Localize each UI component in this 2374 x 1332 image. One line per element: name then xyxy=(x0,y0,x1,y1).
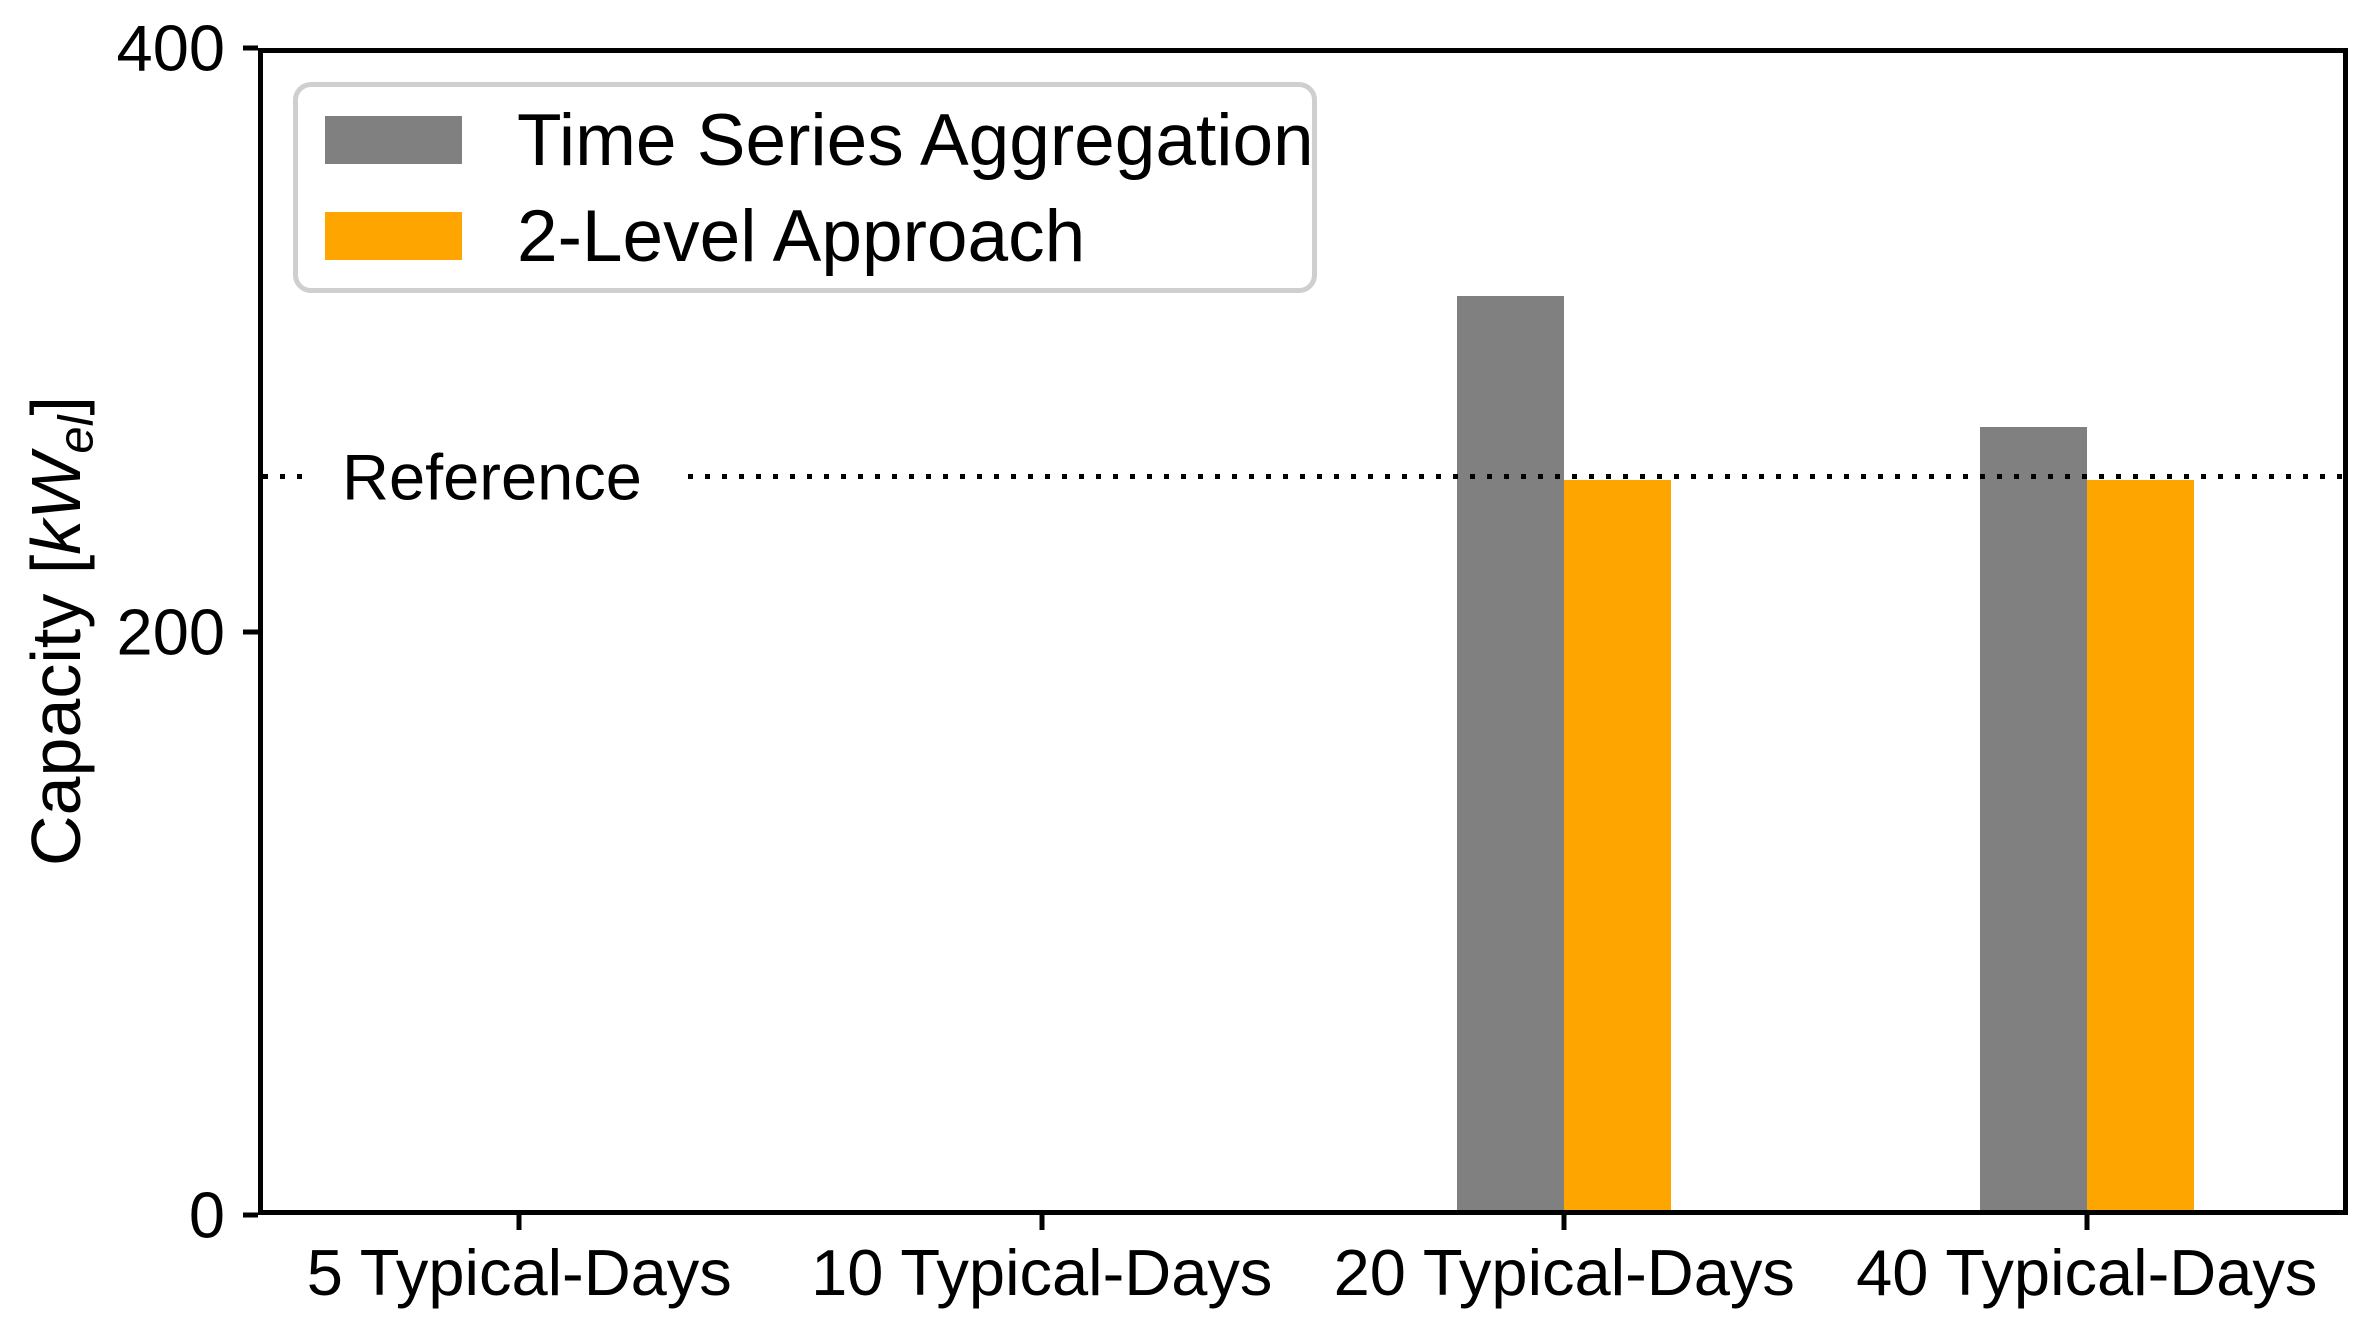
x-axis-spine-bottom xyxy=(258,1210,2348,1215)
x-tick-label-20-typical-days: 20 Typical-Days xyxy=(1333,1236,1795,1309)
y-tick-mark-200 xyxy=(243,629,258,634)
y-tick-label-0: 0 xyxy=(188,1178,225,1252)
bar-2-level-approach-40-typical-days xyxy=(2086,479,2194,1215)
x-tick-mark-20-typical-days xyxy=(1561,1215,1567,1230)
plot-area: Reference 0 200 400 5 Typical-Days 10 Typic… xyxy=(117,16,2348,1307)
x-tick-label-10-typical-days: 10 Typical-Days xyxy=(811,1236,1273,1309)
legend-label-time-series-aggregation: Time Series Aggregation xyxy=(517,99,1314,181)
y-axis-spine-right xyxy=(2343,48,2348,1215)
legend-item-2-level-approach: 2-Level Approach xyxy=(298,188,1312,284)
y-axis-label-prefix: Capacity [ xyxy=(17,554,95,866)
y-tick-mark-0 xyxy=(243,1212,258,1218)
legend-item-time-series-aggregation: Time Series Aggregation xyxy=(298,92,1314,188)
reference-line-label: Reference xyxy=(308,438,676,516)
y-axis-label-unit: kW xyxy=(17,453,95,555)
x-tick-mark-40-typical-days xyxy=(2084,1215,2090,1230)
bar-time-series-aggregation-40-typical-days xyxy=(1979,427,2087,1215)
bar-time-series-aggregation-20-typical-days xyxy=(1457,296,1565,1215)
legend-swatch-2-level-approach xyxy=(325,212,462,260)
legend-swatch-time-series-aggregation xyxy=(325,116,462,164)
legend-label-2-level-approach: 2-Level Approach xyxy=(517,195,1086,277)
x-tick-label-5-typical-days: 5 Typical-Days xyxy=(306,1236,732,1309)
legend: Time Series Aggregation 2-Level Approach xyxy=(293,82,1317,293)
y-axis-label-subscript: el xyxy=(49,415,104,454)
reference-line xyxy=(263,474,2343,480)
x-axis-spine-top xyxy=(258,48,2348,53)
x-tick-mark-10-typical-days xyxy=(1039,1215,1045,1230)
y-axis-label-suffix: ] xyxy=(17,396,95,416)
y-tick-label-400: 400 xyxy=(116,11,225,85)
y-axis-spine-left xyxy=(258,48,263,1215)
bar-2-level-approach-20-typical-days xyxy=(1564,479,1672,1215)
y-tick-mark-400 xyxy=(243,45,258,51)
x-tick-mark-5-typical-days xyxy=(516,1215,522,1230)
x-tick-label-40-typical-days: 40 Typical-Days xyxy=(1856,1236,2318,1309)
y-tick-label-200: 200 xyxy=(116,595,225,668)
y-axis-label: Capacity [kWel] xyxy=(17,396,103,866)
